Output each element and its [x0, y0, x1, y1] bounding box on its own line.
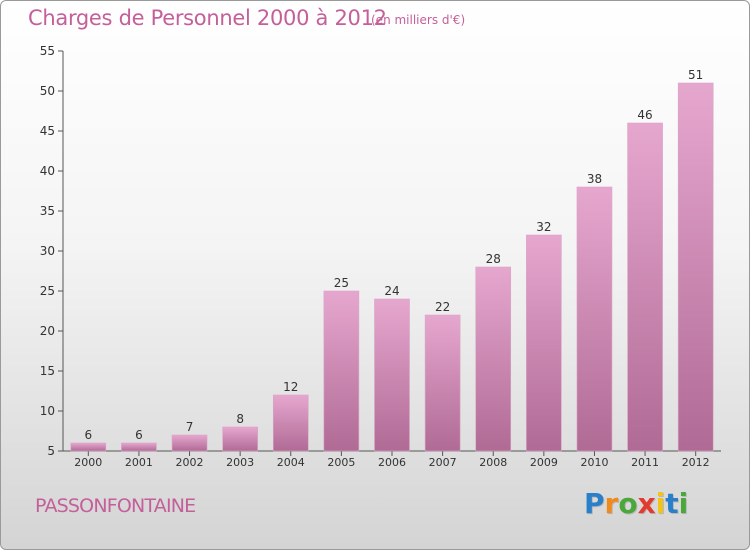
logo-letter: i — [678, 487, 689, 520]
chart-subtitle: (en milliers d'€) — [371, 13, 466, 27]
x-tick-label: 2000 — [74, 456, 102, 469]
bar — [323, 290, 360, 452]
bar — [70, 442, 107, 452]
logo-letter: o — [618, 487, 638, 520]
x-tick-label: 2009 — [530, 456, 558, 469]
y-tick-label: 50 — [40, 84, 55, 98]
bar — [677, 82, 714, 452]
logo-letter: i — [655, 487, 666, 520]
bar — [627, 122, 663, 452]
logo-letter: r — [604, 487, 619, 520]
x-tick-label: 2011 — [631, 456, 659, 469]
x-tick-label: 2001 — [125, 456, 153, 469]
x-tick-label: 2005 — [327, 456, 355, 469]
data-label: 6 — [135, 428, 143, 442]
bars — [70, 82, 714, 452]
data-label: 38 — [587, 172, 602, 186]
data-label: 24 — [384, 284, 399, 298]
logo-letter: t — [665, 487, 679, 520]
y-tick-label: 20 — [40, 324, 55, 338]
proxiti-logo[interactable]: Proxiti — [584, 487, 688, 520]
data-label: 28 — [486, 252, 501, 266]
x-tick-label: 2006 — [378, 456, 406, 469]
bar — [222, 426, 258, 452]
x-tick-label: 2008 — [479, 456, 507, 469]
bar — [374, 298, 410, 452]
x-tick-label: 2002 — [176, 456, 204, 469]
x-tick-label: 2004 — [277, 456, 305, 469]
bar — [526, 234, 562, 452]
data-label: 22 — [435, 300, 450, 314]
labels: 2000 6 2001 6 2002 7 2003 8 2004 12 2005 25 2006 24 20… — [74, 68, 709, 469]
y-tick-label: 30 — [40, 244, 55, 258]
x-tick-label: 2012 — [682, 456, 710, 469]
x-tick-label: 2007 — [429, 456, 457, 469]
bar — [475, 266, 512, 452]
x-tick-label: 2003 — [226, 456, 254, 469]
data-label: 25 — [334, 276, 349, 290]
y-tick-label: 10 — [40, 404, 55, 418]
logo-letter: x — [637, 487, 656, 520]
chart-title: Charges de Personnel 2000 à 2012 — [28, 6, 387, 30]
y-tick-label: 45 — [40, 124, 55, 138]
data-label: 12 — [283, 380, 298, 394]
data-label: 51 — [688, 68, 703, 82]
y-tick-label: 25 — [40, 284, 55, 298]
logo-letter: P — [584, 487, 605, 520]
y-tick-label: 15 — [40, 364, 55, 378]
data-label: 8 — [236, 412, 244, 426]
y-tick-label: 35 — [40, 204, 55, 218]
data-label: 32 — [536, 220, 551, 234]
y-tick-label: 5 — [47, 444, 55, 458]
bar — [424, 314, 461, 452]
data-label: 7 — [186, 420, 194, 434]
bar — [272, 394, 309, 452]
city-name: PASSONFONTAINE — [35, 495, 196, 517]
data-label: 6 — [84, 428, 92, 442]
data-label: 46 — [637, 108, 652, 122]
y-tick-label: 55 — [40, 44, 55, 58]
y-tick-label: 40 — [40, 164, 55, 178]
bar — [576, 186, 613, 452]
bar — [121, 442, 157, 452]
x-tick-label: 2010 — [580, 456, 608, 469]
bar — [171, 434, 208, 452]
